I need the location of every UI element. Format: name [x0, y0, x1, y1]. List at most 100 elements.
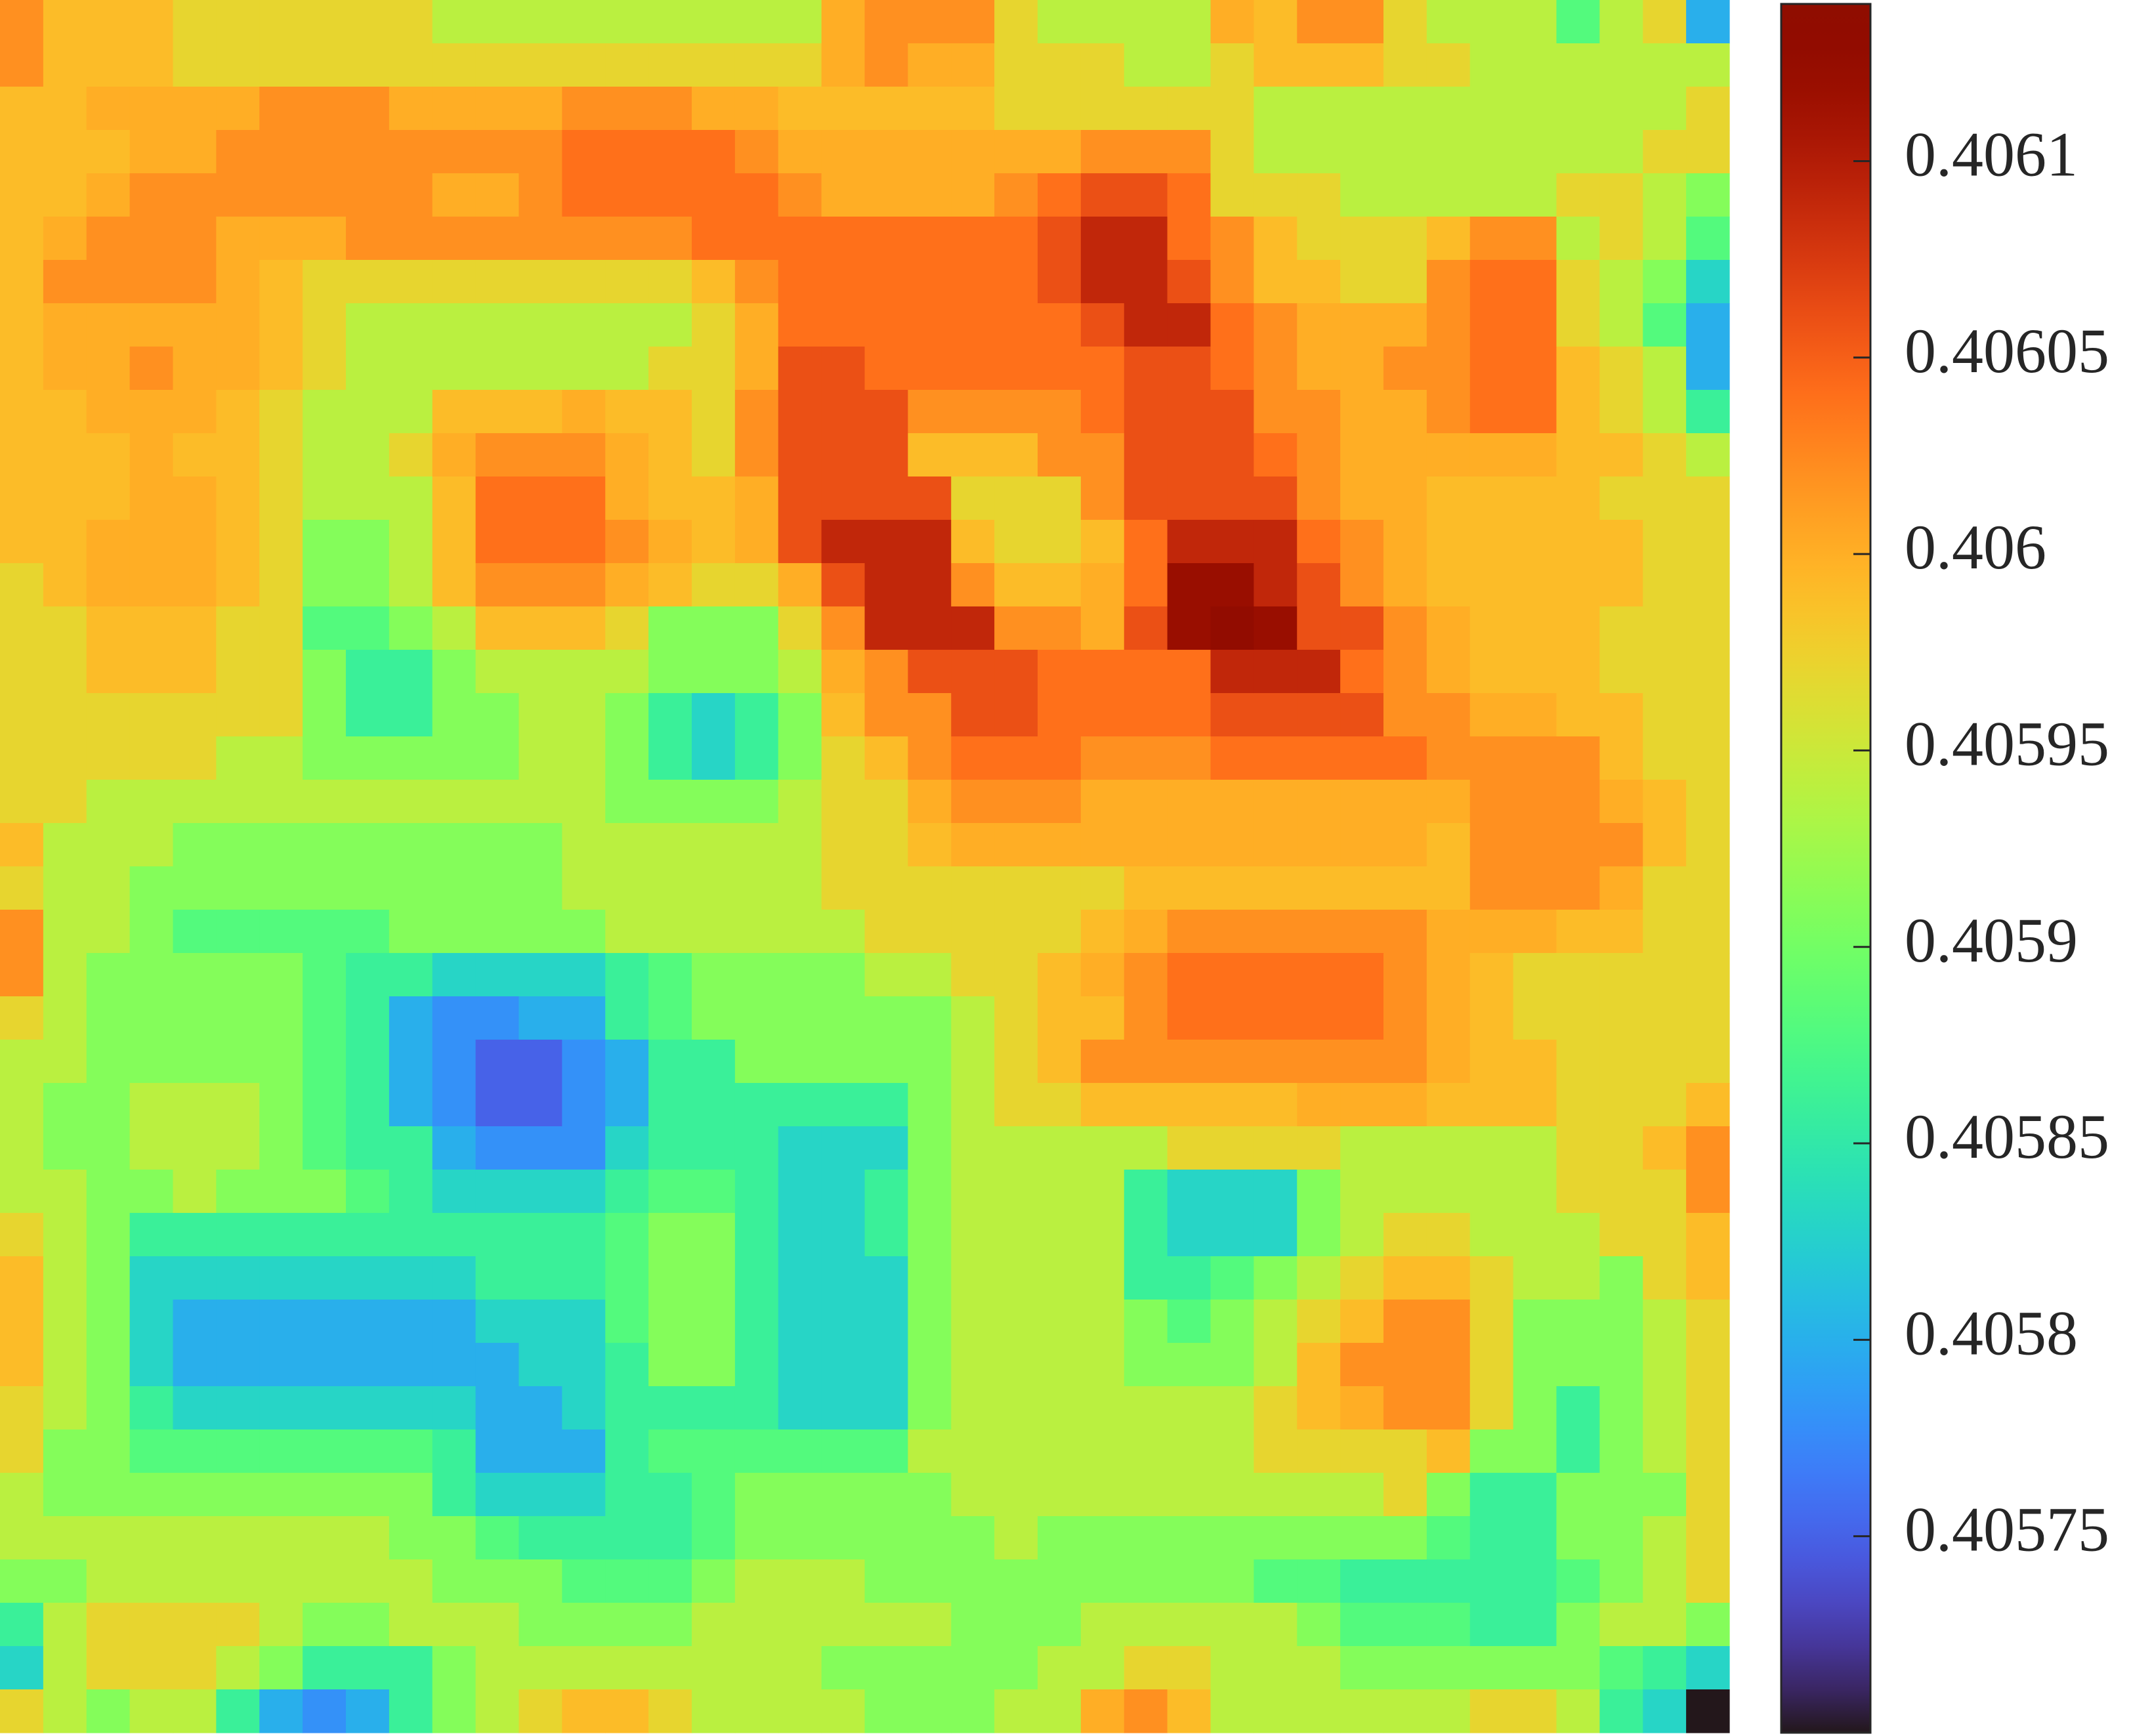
heatmap-cell [1513, 650, 1557, 694]
heatmap-cell [734, 563, 779, 607]
heatmap-cell [1383, 43, 1427, 87]
heatmap-cell [86, 996, 131, 1040]
heatmap-cell [389, 260, 433, 304]
heatmap-cell [692, 866, 736, 910]
heatmap-cell [1643, 520, 1687, 564]
heatmap-cell [1080, 260, 1125, 304]
heatmap-cell [259, 1559, 303, 1603]
heatmap-cell [1513, 173, 1557, 217]
heatmap-cell [1469, 1300, 1514, 1344]
heatmap-cell [389, 1083, 433, 1127]
heatmap-cell [1254, 996, 1298, 1040]
heatmap-cell [346, 130, 390, 174]
heatmap-cell [1340, 953, 1384, 997]
heatmap-cell [994, 1083, 1038, 1127]
heatmap-cell [1124, 303, 1168, 347]
heatmap-cell [1340, 650, 1384, 694]
heatmap-cell [129, 1429, 174, 1473]
heatmap-cell [994, 1689, 1038, 1733]
heatmap-cell [129, 1083, 174, 1127]
heatmap-cell [1686, 43, 1730, 87]
heatmap-cell [778, 43, 822, 87]
heatmap-cell [1340, 823, 1384, 867]
heatmap-cell [1038, 606, 1082, 650]
heatmap-cell [1469, 1516, 1514, 1560]
heatmap-cell [259, 130, 303, 174]
heatmap-cell [562, 650, 606, 694]
heatmap-cell [173, 217, 217, 261]
heatmap-cell [605, 996, 649, 1040]
heatmap-cell [518, 1300, 562, 1344]
heatmap-cell [1167, 303, 1212, 347]
heatmap-cell [908, 303, 952, 347]
heatmap-cell [518, 260, 562, 304]
heatmap-cell [562, 217, 606, 261]
heatmap-cell [475, 1126, 520, 1170]
heatmap-cell [864, 1689, 908, 1733]
heatmap-cell [648, 1343, 692, 1387]
heatmap-cell [0, 476, 44, 520]
heatmap-cell [86, 43, 131, 87]
heatmap-cell [778, 910, 822, 954]
heatmap-cell [562, 433, 606, 477]
heatmap-cell [1686, 780, 1730, 824]
heatmap-cell [432, 476, 476, 520]
heatmap-cell [86, 823, 131, 867]
heatmap-cell [216, 1386, 260, 1430]
heatmap-cell [821, 1343, 866, 1387]
heatmap-cell [1383, 1213, 1427, 1257]
heatmap-cell [259, 217, 303, 261]
heatmap-cell [1643, 1300, 1687, 1344]
heatmap-cell [908, 1429, 952, 1473]
heatmap-cell [346, 1603, 390, 1647]
heatmap-cell [1124, 1213, 1168, 1257]
heatmap-cell [1124, 563, 1168, 607]
heatmap-cell [1038, 650, 1082, 694]
colorbar [1780, 3, 1872, 1734]
heatmap-cell [1686, 910, 1730, 954]
heatmap-cell [173, 910, 217, 954]
colorbar-tick-label: 0.4058 [1905, 1298, 2078, 1368]
heatmap-cell [1513, 823, 1557, 867]
heatmap-cell [1643, 1083, 1687, 1127]
heatmap-cell [303, 520, 347, 564]
heatmap-cell [648, 1646, 692, 1690]
heatmap-cell [1686, 1646, 1730, 1690]
heatmap-cell [648, 87, 692, 131]
heatmap-cell [475, 217, 520, 261]
heatmap-cell [173, 1559, 217, 1603]
heatmap-cell [951, 87, 995, 131]
heatmap-cell [692, 347, 736, 391]
heatmap-cell [1297, 1126, 1341, 1170]
heatmap-cell [1383, 433, 1427, 477]
heatmap-cell [43, 1343, 87, 1387]
heatmap-cell [0, 347, 44, 391]
heatmap-cell [778, 1386, 822, 1430]
heatmap-cell [1686, 347, 1730, 391]
colorbar-tick-label: 0.40595 [1905, 708, 2109, 778]
heatmap-cell [1038, 390, 1082, 434]
heatmap-cell [821, 217, 866, 261]
heatmap-cell [1426, 1256, 1471, 1300]
heatmap-cell [86, 87, 131, 131]
heatmap-cell [1383, 1300, 1427, 1344]
heatmap-cell [0, 1603, 44, 1647]
heatmap-cell [1643, 347, 1687, 391]
heatmap-cell [1080, 347, 1125, 391]
heatmap-cell [1038, 1170, 1082, 1214]
heatmap-cell [129, 43, 174, 87]
heatmap-cell [821, 1300, 866, 1344]
heatmap-cell [346, 953, 390, 997]
heatmap-cell [734, 1343, 779, 1387]
heatmap-cell [821, 1429, 866, 1473]
heatmap-cell [389, 953, 433, 997]
heatmap-cell [432, 1646, 476, 1690]
heatmap-cell [864, 1603, 908, 1647]
heatmap-cell [1469, 693, 1514, 737]
heatmap-cell [432, 996, 476, 1040]
heatmap-cell [908, 0, 952, 44]
heatmap-cell [1469, 520, 1514, 564]
heatmap-cell [864, 780, 908, 824]
heatmap-cell [778, 1300, 822, 1344]
heatmap-cell [518, 1429, 562, 1473]
